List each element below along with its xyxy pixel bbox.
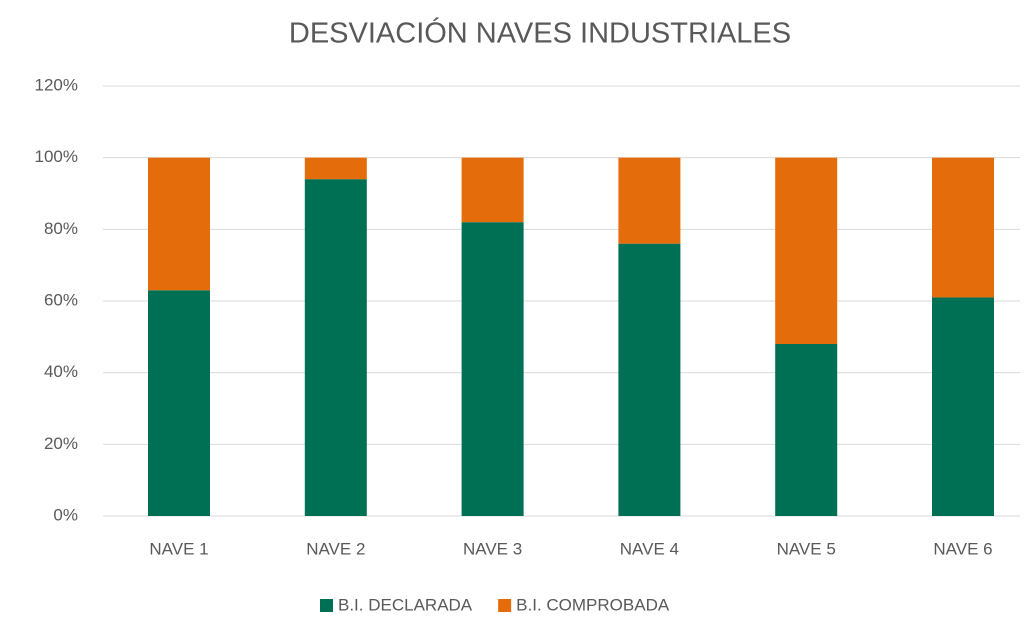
chart-title: DESVIACIÓN NAVES INDUSTRIALES <box>289 17 791 50</box>
x-tick-label: NAVE 1 <box>149 539 208 558</box>
bar-segment <box>461 157 524 223</box>
legend-swatch <box>498 599 512 612</box>
x-tick-label: NAVE 3 <box>463 539 522 558</box>
bar-segment <box>304 157 367 180</box>
bar-segment <box>932 157 994 298</box>
y-tick-label: 120% <box>35 75 78 94</box>
legend-label: B.I. DECLARADA <box>338 595 473 614</box>
legend-label: B.I. COMPROBADA <box>516 595 670 614</box>
y-tick-label: 0% <box>53 505 78 524</box>
bar-segment <box>775 344 838 516</box>
y-tick-label: 40% <box>44 362 78 381</box>
bar-segment <box>932 297 994 516</box>
x-tick-label: NAVE 5 <box>777 539 836 558</box>
bar-segment <box>618 243 681 516</box>
x-tick-label: NAVE 6 <box>933 539 992 558</box>
bar-segment <box>775 157 838 344</box>
x-tick-label: NAVE 4 <box>620 539 679 558</box>
bar-segment <box>304 179 367 516</box>
y-tick-label: 80% <box>44 219 78 238</box>
y-tick-label: 20% <box>44 434 78 453</box>
bar-segment <box>618 157 681 244</box>
bar-segment <box>461 222 524 516</box>
bar-segment <box>148 290 210 516</box>
bar-segment <box>148 157 210 291</box>
x-tick-label: NAVE 2 <box>306 539 365 558</box>
y-tick-label: 100% <box>35 147 78 166</box>
y-tick-label: 60% <box>44 290 78 309</box>
legend-swatch <box>320 599 333 612</box>
